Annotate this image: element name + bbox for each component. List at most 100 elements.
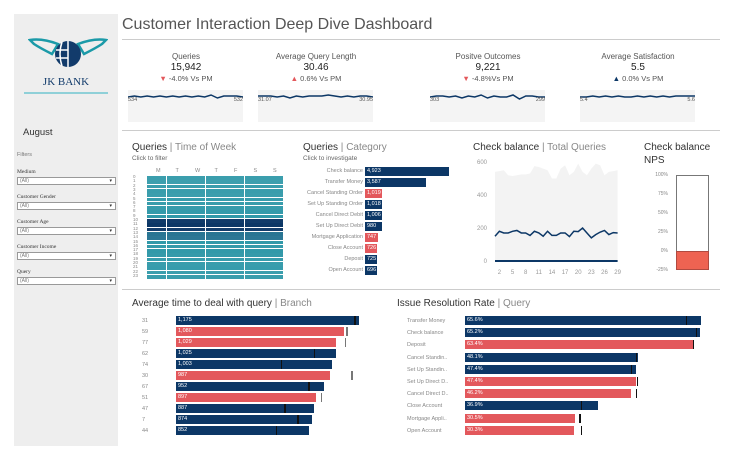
filter-dropdown[interactable]: (All) ▾ <box>17 202 116 210</box>
heatmap-cell[interactable] <box>186 219 205 223</box>
heatmap-cell[interactable] <box>186 262 205 266</box>
heatmap-cell[interactable] <box>244 193 264 197</box>
heatmap-cell[interactable] <box>264 249 283 253</box>
heatmap-cell[interactable] <box>225 262 244 266</box>
category-label[interactable]: Mortgage Application <box>311 234 363 240</box>
heatmap-cell[interactable] <box>244 253 264 258</box>
heatmap-cell[interactable] <box>225 274 244 279</box>
branch-bar[interactable]: 1,029 <box>176 338 337 347</box>
heatmap-cell[interactable] <box>186 274 205 279</box>
heatmap-cell[interactable] <box>244 176 264 180</box>
heatmap-cell[interactable] <box>244 214 264 219</box>
category-label[interactable]: Set Up Direct Debit <box>315 223 363 229</box>
heatmap-cell[interactable] <box>147 253 166 258</box>
heatmap-cell[interactable] <box>147 214 166 219</box>
heatmap-cell[interactable] <box>166 262 186 266</box>
heatmap-cell[interactable] <box>264 223 283 227</box>
category-label[interactable]: Check balance <box>326 168 363 174</box>
heatmap-cell[interactable] <box>205 206 225 210</box>
heatmap-cell[interactable] <box>147 197 166 202</box>
heatmap-cell[interactable] <box>147 223 166 227</box>
heatmap-cell[interactable] <box>166 193 186 197</box>
heatmap-cell[interactable] <box>264 231 283 236</box>
heatmap-cell[interactable] <box>186 180 205 184</box>
branch-bar[interactable]: 897 <box>176 393 316 402</box>
heatmap-cell[interactable] <box>264 214 283 219</box>
heatmap-cell[interactable] <box>244 223 264 227</box>
heatmap-cell[interactable] <box>244 219 264 223</box>
filter-dropdown[interactable]: (All) ▾ <box>17 252 116 260</box>
heatmap-cell[interactable] <box>147 240 166 245</box>
heatmap-cell[interactable] <box>264 257 283 262</box>
heatmap-cell[interactable] <box>244 231 264 236</box>
heatmap-cell[interactable] <box>166 266 186 270</box>
heatmap-cell[interactable] <box>264 266 283 270</box>
heatmap-cell[interactable] <box>166 214 186 219</box>
heatmap-cell[interactable] <box>225 231 244 236</box>
filter-dropdown[interactable]: (All) ▾ <box>17 277 116 285</box>
heatmap-cell[interactable] <box>264 253 283 258</box>
heatmap-cell[interactable] <box>244 270 264 275</box>
heatmap-cell[interactable] <box>147 231 166 236</box>
heatmap-cell[interactable] <box>166 249 186 253</box>
heatmap-cell[interactable] <box>225 249 244 253</box>
category-label[interactable]: Cancel Direct Debit <box>315 212 363 218</box>
heatmap-cell[interactable] <box>186 176 205 180</box>
heatmap-cell[interactable] <box>166 257 186 262</box>
heatmap-cell[interactable] <box>244 244 264 249</box>
branch-bar[interactable]: 852 <box>176 426 309 435</box>
heatmap-cell[interactable] <box>225 214 244 219</box>
category-bar[interactable]: 1,006 <box>365 211 383 220</box>
heatmap-cell[interactable] <box>225 201 244 206</box>
resolution-bar[interactable]: 30.3% <box>465 425 574 435</box>
heatmap-cell[interactable] <box>147 184 166 189</box>
heatmap-cell[interactable] <box>166 201 186 206</box>
heatmap-cell[interactable] <box>264 184 283 189</box>
heatmap-cell[interactable] <box>244 210 264 215</box>
heatmap-cell[interactable] <box>147 206 166 210</box>
heatmap-cell[interactable] <box>264 180 283 184</box>
resolution-bar[interactable]: 48.1% <box>465 352 639 362</box>
branch-bar[interactable]: 952 <box>176 382 325 391</box>
heatmap-cell[interactable] <box>186 227 205 232</box>
branch-bar[interactable]: 1,025 <box>176 349 336 358</box>
heatmap-cell[interactable] <box>205 262 225 266</box>
heatmap-cell[interactable] <box>186 223 205 227</box>
category-label[interactable]: Set Up Standing Order <box>307 201 363 207</box>
heatmap-cell[interactable] <box>244 249 264 253</box>
heatmap-cell[interactable] <box>205 176 225 180</box>
resolution-bar[interactable]: 65.6% <box>465 316 701 325</box>
category-bar[interactable]: 747 <box>365 233 378 242</box>
heatmap-cell[interactable] <box>225 188 244 193</box>
heatmap-cell[interactable] <box>264 227 283 232</box>
heatmap-cell[interactable] <box>147 244 166 249</box>
heatmap-cell[interactable] <box>264 274 283 279</box>
heatmap-cell[interactable] <box>244 197 264 202</box>
heatmap-cell[interactable] <box>147 262 166 266</box>
heatmap-cell[interactable] <box>205 244 225 249</box>
category-bar[interactable]: 980 <box>365 222 382 231</box>
branch-bar[interactable]: 1,175 <box>176 316 359 325</box>
heatmap-cell[interactable] <box>186 197 205 202</box>
heatmap-cell[interactable] <box>166 244 186 249</box>
category-bar[interactable]: 3,587 <box>365 178 427 187</box>
category-bar[interactable]: 725 <box>365 255 378 264</box>
heatmap-cell[interactable] <box>166 210 186 215</box>
heatmap-cell[interactable] <box>225 210 244 215</box>
heatmap-cell[interactable] <box>205 188 225 193</box>
heatmap-cell[interactable] <box>186 266 205 270</box>
heatmap-cell[interactable] <box>244 227 264 232</box>
heatmap-cell[interactable] <box>186 236 205 240</box>
heatmap-cell[interactable] <box>225 223 244 227</box>
category-label[interactable]: Close Account <box>327 245 363 251</box>
heatmap-cell[interactable] <box>186 206 205 210</box>
resolution-bar[interactable]: 46.2% <box>465 389 632 399</box>
heatmap-cell[interactable] <box>225 176 244 180</box>
heatmap-cell[interactable] <box>264 201 283 206</box>
branch-bar[interactable]: 1,003 <box>176 360 333 369</box>
heatmap-cell[interactable] <box>264 270 283 275</box>
category-bar[interactable]: 1,019 <box>365 189 383 198</box>
heatmap-cell[interactable] <box>147 180 166 184</box>
heatmap-cell[interactable] <box>186 193 205 197</box>
heatmap-cell[interactable] <box>264 219 283 223</box>
